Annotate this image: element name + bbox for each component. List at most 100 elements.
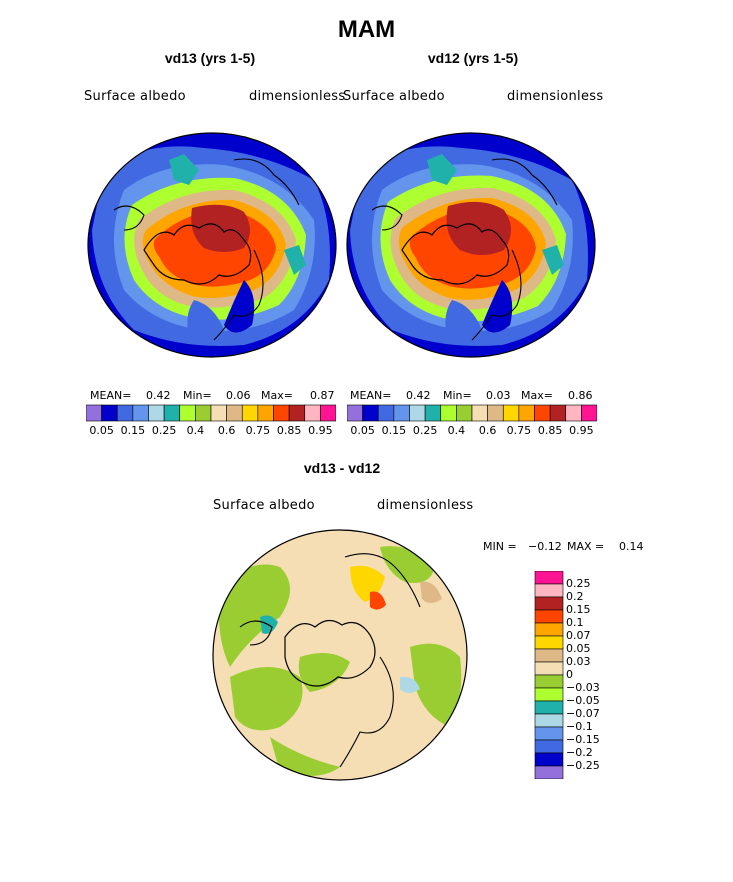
panel2-mean-label: MEAN= [350, 389, 392, 402]
colorbar-tick-label: 0.6 [478, 424, 497, 437]
panel2-europe-blue [445, 300, 482, 339]
colorbar-swatch [471, 404, 488, 422]
panel1-max-label: Max= [261, 389, 293, 402]
panel2-coastline-europe [471, 249, 522, 341]
colorbar-swatch [456, 404, 473, 422]
colorbar-tick-label: 0.15 [566, 603, 591, 616]
colorbar-swatch [534, 661, 564, 676]
colorbar-tick-label: 0.05 [350, 424, 375, 437]
panel3-colorbar [534, 571, 564, 779]
panel2-min-value: 0.03 [486, 389, 511, 402]
colorbar-swatch [257, 404, 274, 422]
panel3-max-value: 0.14 [619, 540, 644, 553]
panel1-coastline-europe [213, 249, 264, 341]
colorbar-swatch [534, 404, 551, 422]
colorbar-tick-label: 0.4 [447, 424, 466, 437]
colorbar-tick-label: −0.03 [566, 681, 600, 694]
colorbar-swatch [440, 404, 457, 422]
colorbar-swatch [534, 687, 564, 702]
panel2-max-value: 0.86 [568, 389, 593, 402]
panel2-patch-teal-2 [542, 245, 564, 275]
colorbar-swatch [409, 404, 426, 422]
panel2-colorbar [347, 404, 597, 422]
colorbar-swatch [534, 765, 564, 779]
panel3-coastline-siberia [344, 553, 421, 608]
panel2-coastline-siberia [491, 158, 558, 206]
colorbar-tick-label: 0 [566, 668, 573, 681]
colorbar-swatch [288, 404, 306, 422]
panel3-patch-green-3 [298, 653, 350, 692]
panel1-coastline-arctic [143, 223, 252, 285]
panel3-patch-green-1 [218, 564, 290, 667]
colorbar-swatch [565, 404, 582, 422]
panel2-variable: Surface albedo [343, 89, 445, 104]
colorbar-swatch [86, 404, 102, 422]
panel3-min-value: −0.12 [528, 540, 562, 553]
colorbar-swatch [347, 404, 363, 422]
panel3-map-border [212, 529, 468, 781]
colorbar-swatch [210, 404, 227, 422]
colorbar-swatch [241, 404, 259, 422]
colorbar-swatch [534, 752, 564, 767]
panel1-map [87, 132, 337, 358]
panel1-max-value: 0.87 [310, 389, 335, 402]
panel3-coastline-arctic [284, 619, 376, 687]
colorbar-swatch [393, 404, 410, 422]
panel2-max-label: Max= [521, 389, 553, 402]
panel3-coastline-europe [339, 656, 394, 768]
colorbar-tick-label: 0.05 [566, 642, 591, 655]
panel3-map [212, 529, 468, 781]
colorbar-swatch [534, 674, 564, 689]
colorbar-swatch [377, 404, 395, 422]
panel3-patch-red [370, 591, 386, 610]
colorbar-swatch [518, 404, 535, 422]
colorbar-tick-label: 0.15 [381, 424, 407, 437]
colorbar-swatch [534, 635, 564, 650]
colorbar-tick-label: 0.25 [151, 424, 177, 437]
colorbar-tick-label: 0.95 [308, 424, 333, 437]
colorbar-swatch [132, 404, 149, 422]
panel3-patch-green-4 [410, 643, 462, 727]
colorbar-tick-label: 0.15 [120, 424, 146, 437]
colorbar-swatch [534, 700, 564, 715]
panel3-min-label: MIN = [483, 540, 517, 553]
panel3-coastline-alaska [239, 620, 273, 646]
colorbar-tick-label: 0.75 [506, 424, 532, 437]
figure-title: MAM [337, 16, 396, 43]
panel3-max-label: MAX = [567, 540, 605, 553]
colorbar-swatch [502, 404, 520, 422]
panel3-patch-green-5 [380, 546, 435, 583]
colorbar-tick-label: 0.85 [537, 424, 563, 437]
colorbar-swatch [534, 622, 564, 637]
colorbar-tick-label: 0.2 [566, 590, 584, 603]
colorbar-tick-label: −0.05 [566, 694, 600, 707]
colorbar-tick-label: −0.07 [566, 707, 600, 720]
colorbar-swatch [179, 404, 196, 422]
colorbar-swatch [534, 583, 564, 598]
colorbar-swatch [362, 404, 379, 422]
panel1-patch-teal [169, 154, 199, 185]
colorbar-tick-label: 0.4 [186, 424, 205, 437]
colorbar-tick-label: 0.1 [566, 616, 584, 629]
panel2-units: dimensionless [507, 89, 604, 104]
panel3-patch-tan [420, 581, 442, 603]
panel3-patch-green-2 [230, 667, 303, 731]
colorbar-tick-label: −0.15 [566, 733, 600, 746]
colorbar-tick-label: −0.1 [566, 720, 593, 733]
colorbar-swatch [163, 404, 181, 422]
panel3-variable: Surface albedo [213, 498, 315, 513]
panel1-europe-blue [187, 300, 224, 339]
colorbar-swatch [487, 404, 504, 422]
colorbar-swatch [226, 404, 243, 422]
panel1-units: dimensionless [249, 89, 346, 104]
panel1-mean-value: 0.42 [146, 389, 171, 402]
panel1-patch-teal-2 [284, 245, 306, 275]
colorbar-tick-label: 0.95 [569, 424, 594, 437]
colorbar-swatch [534, 609, 564, 624]
colorbar-swatch [534, 596, 564, 611]
panel1-variable: Surface albedo [84, 89, 186, 104]
colorbar-tick-label: 0.03 [566, 655, 591, 668]
panel3-patch-lightblue [400, 676, 420, 693]
colorbar-tick-label: −0.2 [566, 746, 593, 759]
colorbar-swatch [581, 404, 597, 422]
